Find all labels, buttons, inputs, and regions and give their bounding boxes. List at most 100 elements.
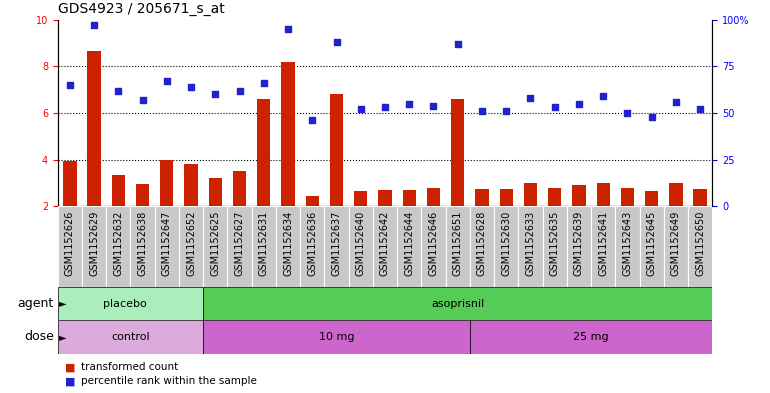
Bar xyxy=(184,164,198,206)
Bar xyxy=(82,206,106,287)
Bar xyxy=(203,287,712,320)
Text: GSM1152625: GSM1152625 xyxy=(210,210,220,276)
Text: GSM1152636: GSM1152636 xyxy=(307,210,317,275)
Text: GSM1152649: GSM1152649 xyxy=(671,210,681,275)
Bar xyxy=(518,206,543,287)
Text: asoprisnil: asoprisnil xyxy=(431,299,484,309)
Bar xyxy=(281,62,295,206)
Text: ►: ► xyxy=(59,332,66,342)
Point xyxy=(330,39,343,45)
Bar xyxy=(349,206,373,287)
Text: GSM1152637: GSM1152637 xyxy=(332,210,342,276)
Text: GSM1152647: GSM1152647 xyxy=(162,210,172,276)
Text: percentile rank within the sample: percentile rank within the sample xyxy=(81,376,256,386)
Bar xyxy=(324,206,349,287)
Bar xyxy=(548,188,561,206)
Text: dose: dose xyxy=(24,331,54,343)
Point xyxy=(573,101,585,107)
Bar xyxy=(403,190,416,206)
Point xyxy=(548,104,561,110)
Bar xyxy=(300,206,324,287)
Bar xyxy=(330,94,343,206)
Text: control: control xyxy=(111,332,150,342)
Point xyxy=(403,101,415,107)
Bar xyxy=(203,206,227,287)
Bar xyxy=(470,206,494,287)
Point xyxy=(670,99,682,105)
Bar xyxy=(694,189,707,206)
Point xyxy=(64,82,76,88)
Bar xyxy=(252,206,276,287)
Bar xyxy=(567,206,591,287)
Bar xyxy=(233,171,246,206)
Bar xyxy=(58,287,203,320)
Bar xyxy=(209,178,222,206)
Text: GSM1152639: GSM1152639 xyxy=(574,210,584,275)
Text: GSM1152652: GSM1152652 xyxy=(186,210,196,276)
Text: GSM1152628: GSM1152628 xyxy=(477,210,487,276)
Bar xyxy=(475,189,489,206)
Bar xyxy=(688,206,712,287)
Text: agent: agent xyxy=(18,297,54,310)
Point xyxy=(161,78,173,84)
Point xyxy=(427,102,440,108)
Bar xyxy=(160,160,173,206)
Point xyxy=(185,84,197,90)
Bar xyxy=(276,206,300,287)
Bar xyxy=(572,185,586,206)
Point xyxy=(355,106,367,112)
Bar xyxy=(597,183,610,206)
Point xyxy=(233,87,246,94)
Text: GSM1152645: GSM1152645 xyxy=(647,210,657,276)
Bar xyxy=(373,206,397,287)
Text: GSM1152641: GSM1152641 xyxy=(598,210,608,275)
Point xyxy=(524,95,537,101)
Bar xyxy=(227,206,252,287)
Text: GSM1152631: GSM1152631 xyxy=(259,210,269,275)
Text: GSM1152627: GSM1152627 xyxy=(235,210,245,276)
Point xyxy=(136,97,149,103)
Point xyxy=(694,106,706,112)
Bar xyxy=(106,206,130,287)
Bar xyxy=(621,188,634,206)
Bar xyxy=(645,191,658,206)
Bar xyxy=(130,206,155,287)
Text: ■: ■ xyxy=(65,362,76,373)
Text: GSM1152650: GSM1152650 xyxy=(695,210,705,276)
Bar xyxy=(494,206,518,287)
Point xyxy=(500,108,512,114)
Text: placebo: placebo xyxy=(102,299,146,309)
Text: GSM1152629: GSM1152629 xyxy=(89,210,99,276)
Point xyxy=(621,110,634,116)
Point xyxy=(306,118,319,124)
Text: transformed count: transformed count xyxy=(81,362,178,373)
Bar xyxy=(543,206,567,287)
Point xyxy=(258,80,270,86)
Text: GSM1152626: GSM1152626 xyxy=(65,210,75,276)
Point xyxy=(476,108,488,114)
Bar xyxy=(63,161,76,206)
Bar xyxy=(306,196,319,206)
Bar xyxy=(664,206,688,287)
Text: GSM1152632: GSM1152632 xyxy=(113,210,123,276)
Bar xyxy=(257,99,270,206)
Point xyxy=(597,93,609,99)
Bar xyxy=(421,206,446,287)
Bar xyxy=(88,51,101,206)
Bar xyxy=(446,206,470,287)
Point xyxy=(209,91,222,97)
Text: GSM1152638: GSM1152638 xyxy=(138,210,148,275)
Bar xyxy=(203,320,470,354)
Text: GSM1152635: GSM1152635 xyxy=(550,210,560,276)
Bar xyxy=(451,99,464,206)
Text: ►: ► xyxy=(59,299,66,309)
Point xyxy=(451,41,464,47)
Text: GDS4923 / 205671_s_at: GDS4923 / 205671_s_at xyxy=(58,2,225,16)
Bar xyxy=(669,183,682,206)
Bar xyxy=(427,188,440,206)
Text: GSM1152651: GSM1152651 xyxy=(453,210,463,276)
Bar xyxy=(179,206,203,287)
Text: GSM1152640: GSM1152640 xyxy=(356,210,366,275)
Text: GSM1152642: GSM1152642 xyxy=(380,210,390,276)
Bar xyxy=(155,206,179,287)
